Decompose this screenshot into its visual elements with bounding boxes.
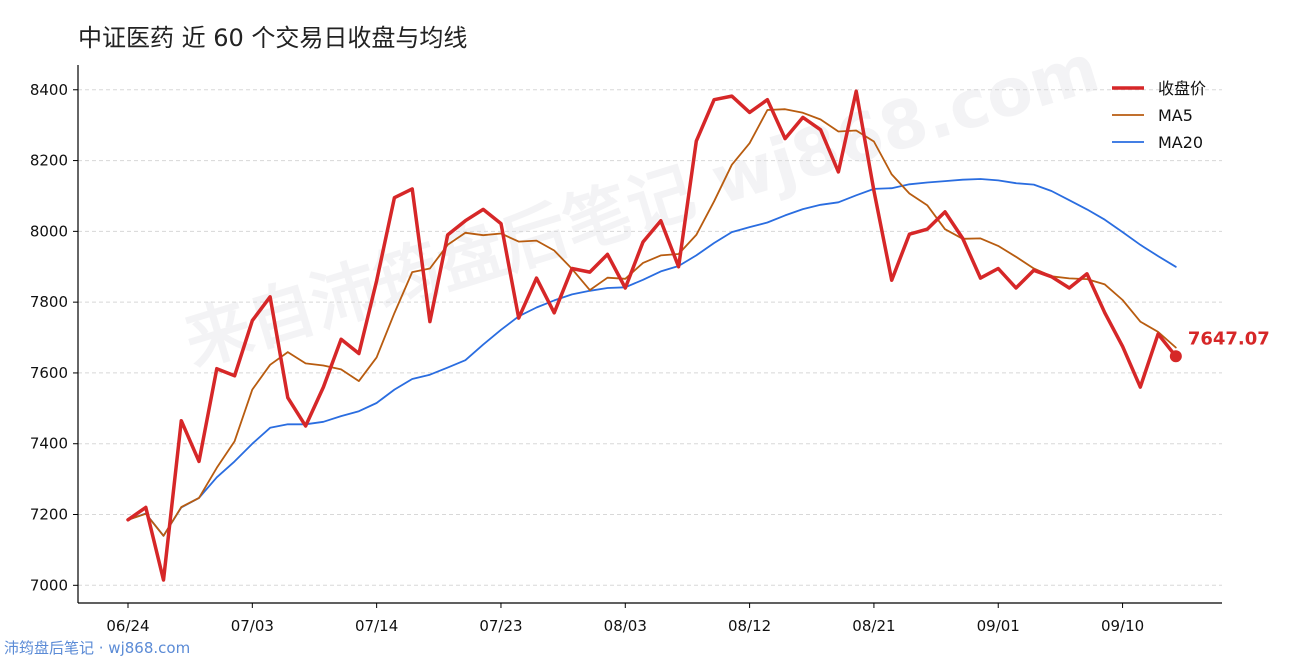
legend-label-2: MA20 [1158,133,1203,152]
legend-label-1: MA5 [1158,106,1193,125]
axes [77,65,1222,604]
y-tick-label-7800: 7800 [30,293,68,311]
series-line-close [126,89,1178,582]
y-tick-label-8200: 8200 [30,152,68,170]
x-tick-label-07/03: 07/03 [231,617,274,635]
x-tick-label-08/03: 08/03 [604,617,647,635]
y-axis-ticks: 7000 7200 7400 7600 7800 8000 8200 8400 [30,81,78,594]
x-tick-label-09/10: 09/10 [1101,617,1144,635]
y-tick-label-7400: 7400 [30,435,68,453]
series-line-ma5 [127,108,1177,537]
x-axis-ticks: 06/24 07/03 07/14 07/23 08/03 08/12 08/21 09/01… [106,603,1144,635]
y-tick-label-8000: 8000 [30,222,68,240]
x-tick-label-08/12: 08/12 [728,617,771,635]
x-tick-label-09/01: 09/01 [977,617,1020,635]
grid-lines [78,89,1222,586]
x-tick-label-08/21: 08/21 [852,617,895,635]
x-tick-label-07/14: 07/14 [355,617,398,635]
y-tick-label-7600: 7600 [30,364,68,382]
x-tick-label-07/23: 07/23 [479,617,522,635]
last-close-label: 7647.07 [1188,328,1270,349]
footer-source: 沛筠盘后笔记 · wj868.com [4,639,191,657]
legend: 收盘价 MA5 MA20 [1112,79,1206,152]
series-lines [126,89,1178,582]
end-marker: 7647.07 [1169,328,1270,363]
y-tick-label-8400: 8400 [30,81,68,99]
last-close-dot [1169,350,1182,363]
y-tick-label-7000: 7000 [30,576,68,594]
legend-label-0: 收盘价 [1158,79,1206,98]
x-tick-label-06/24: 06/24 [106,617,149,635]
chart-title: 中证医药 近 60 个交易日收盘与均线 [78,24,468,52]
y-tick-label-7200: 7200 [30,506,68,524]
